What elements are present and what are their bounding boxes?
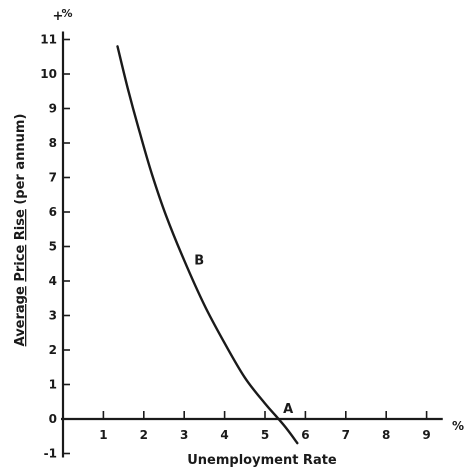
y-tick-label: 6 (49, 205, 57, 219)
y-tick-label: 3 (49, 309, 57, 323)
ticks: 1 2 3 4 5 6 7 8 9 -1 0 1 2 3 4 5 6 7 8 9 10 11 (40, 33, 430, 461)
point-label-a: A (283, 402, 293, 417)
y-axis-title-word-average: Average (13, 286, 28, 346)
x-tick-label: 7 (342, 428, 350, 442)
y-tick-label: 8 (49, 136, 57, 150)
y-tick-label: -1 (44, 447, 57, 461)
phillips-curve-line (116, 45, 299, 445)
x-axis-title: Unemployment Rate (187, 453, 337, 468)
y-tick-label: 2 (49, 343, 57, 357)
y-tick-label: 9 (49, 102, 57, 116)
y-axis-title-per-annum: (per annum) (13, 114, 28, 205)
curve-layer (116, 45, 299, 445)
y-axis-title: Average Price Rise (per annum) (13, 114, 28, 347)
x-tick-label: 6 (301, 428, 309, 442)
y-tick-label: 7 (49, 171, 57, 185)
y-tick-label: 5 (49, 240, 57, 254)
y-tick-label: 10 (40, 67, 57, 81)
y-tick-label: 1 (49, 378, 57, 392)
y-axis-plus-sign: + (53, 9, 64, 24)
y-tick-label: 11 (40, 33, 57, 47)
y-axis-title-word-rise: Rise (13, 209, 28, 240)
x-axis-unit: % (452, 419, 464, 433)
x-tick-label: 8 (382, 428, 390, 442)
x-tick-label: 3 (180, 428, 188, 442)
y-axis-unit: % (61, 7, 72, 20)
y-tick-label: 4 (49, 274, 57, 288)
y-axis-title-word-price: Price (13, 245, 28, 282)
x-tick-label: 4 (220, 428, 228, 442)
x-tick-label: 2 (140, 428, 148, 442)
x-tick-label: 5 (261, 428, 269, 442)
x-tick-label: 1 (99, 428, 107, 442)
x-tick-label: 9 (422, 428, 430, 442)
point-labels: BA (194, 253, 293, 417)
svg-text:Average Price: Average Price Rise (per annum) (13, 114, 28, 347)
point-label-b: B (194, 253, 204, 268)
axes (61, 31, 443, 458)
y-tick-label: 0 (49, 412, 57, 426)
